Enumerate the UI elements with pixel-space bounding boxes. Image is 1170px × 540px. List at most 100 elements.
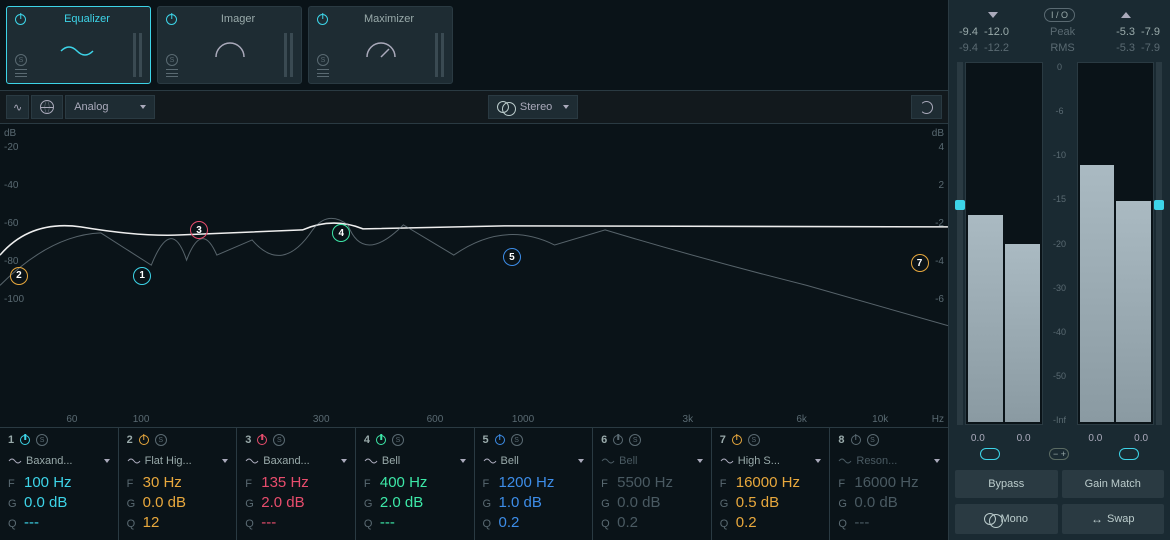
offset-icon[interactable]: − +	[1049, 448, 1069, 460]
chevron-down-icon	[563, 105, 569, 109]
power-icon[interactable]	[15, 14, 26, 25]
band-gain[interactable]: 2.0 dB	[261, 494, 304, 511]
band-gain[interactable]: 2.0 dB	[380, 494, 423, 511]
band-power-icon[interactable]	[376, 435, 386, 445]
eq-node-2[interactable]: 2	[10, 267, 28, 285]
band-freq[interactable]: 100 Hz	[24, 474, 72, 491]
band-power-icon[interactable]	[495, 435, 505, 445]
band-gain[interactable]: 0.0 dB	[854, 494, 897, 511]
freq-label: F	[838, 478, 848, 490]
band-q[interactable]: 0.2	[617, 514, 638, 531]
module-name: Equalizer	[32, 13, 142, 25]
global-mode-button[interactable]	[31, 95, 63, 119]
bypass-button[interactable]: Bypass	[955, 470, 1058, 498]
band-power-icon[interactable]	[613, 435, 623, 445]
band-type-select[interactable]: Baxand...	[8, 452, 110, 470]
band-solo-icon[interactable]: S	[511, 434, 523, 446]
band-q[interactable]: ---	[380, 514, 395, 531]
swap-icon: ↔	[1091, 512, 1103, 526]
band-7: 7SHigh S...F16000 HzG0.5 dBQ0.2	[712, 428, 831, 540]
band-type-label: Bell	[382, 455, 456, 467]
scale-tick: -50	[1047, 371, 1073, 381]
stereo-icon	[497, 101, 509, 113]
list-icon[interactable]	[317, 69, 329, 77]
band-power-icon[interactable]	[20, 435, 30, 445]
band-power-icon[interactable]	[732, 435, 742, 445]
eq-node-3[interactable]: 3	[190, 221, 208, 239]
output-meter[interactable]	[1077, 62, 1163, 425]
band-gain[interactable]: 0.0 dB	[24, 494, 67, 511]
band-solo-icon[interactable]: S	[629, 434, 641, 446]
module-tab-maximizer[interactable]: MaximizerS	[308, 6, 453, 84]
band-freq[interactable]: 30 Hz	[143, 474, 182, 491]
band-freq[interactable]: 400 Hz	[380, 474, 428, 491]
band-solo-icon[interactable]: S	[867, 434, 879, 446]
power-icon[interactable]	[317, 14, 328, 25]
module-tab-equalizer[interactable]: Equalizer S	[6, 6, 151, 84]
q-label: Q	[720, 518, 730, 530]
eq-node-7[interactable]: 7	[911, 254, 929, 272]
module-tab-imager[interactable]: ImagerS	[157, 6, 302, 84]
out-val-r[interactable]: 0.0	[1134, 433, 1148, 444]
band-q[interactable]: 12	[143, 514, 160, 531]
input-meter[interactable]	[957, 62, 1043, 425]
solo-icon[interactable]: S	[166, 54, 178, 66]
band-q[interactable]: ---	[261, 514, 276, 531]
mono-label: Mono	[1000, 513, 1028, 525]
band-solo-icon[interactable]: S	[155, 434, 167, 446]
eq-node-5[interactable]: 5	[503, 248, 521, 266]
mode-select[interactable]: Analog	[65, 95, 155, 119]
out-val-l[interactable]: 0.0	[1088, 433, 1102, 444]
band-gain[interactable]: 0.0 dB	[617, 494, 660, 511]
y-tick: -60	[4, 218, 18, 229]
band-freq[interactable]: 16000 Hz	[736, 474, 800, 491]
gain-label: G	[720, 498, 730, 510]
solo-icon[interactable]: S	[15, 54, 27, 66]
band-solo-icon[interactable]: S	[392, 434, 404, 446]
band-type-select[interactable]: Bell	[483, 452, 585, 470]
band-gain[interactable]: 0.0 dB	[143, 494, 186, 511]
in-val-l[interactable]: 0.0	[971, 433, 985, 444]
freq-tick: 1000	[512, 414, 534, 425]
y-tick: -80	[4, 256, 18, 267]
band-solo-icon[interactable]: S	[748, 434, 760, 446]
channel-select[interactable]: Stereo	[488, 95, 578, 119]
band-q[interactable]: 0.2	[736, 514, 757, 531]
reset-button[interactable]	[911, 95, 942, 119]
band-type-select[interactable]: High S...	[720, 452, 822, 470]
swap-button[interactable]: ↔Swap	[1062, 504, 1165, 534]
band-power-icon[interactable]	[257, 435, 267, 445]
band-q[interactable]: ---	[24, 514, 39, 531]
solo-icon[interactable]: S	[317, 54, 329, 66]
band-freq[interactable]: 16000 Hz	[854, 474, 918, 491]
in-val-r[interactable]: 0.0	[1017, 433, 1031, 444]
band-freq[interactable]: 1200 Hz	[499, 474, 555, 491]
band-freq[interactable]: 135 Hz	[261, 474, 309, 491]
mono-button[interactable]: Mono	[955, 504, 1058, 534]
band-freq[interactable]: 5500 Hz	[617, 474, 673, 491]
band-type-select[interactable]: Reson...	[838, 452, 940, 470]
band-gain[interactable]: 1.0 dB	[499, 494, 542, 511]
band-power-icon[interactable]	[139, 435, 149, 445]
eq-node-1[interactable]: 1	[133, 267, 151, 285]
band-q[interactable]: 0.2	[499, 514, 520, 531]
gain-match-button[interactable]: Gain Match	[1062, 470, 1165, 498]
io-badge[interactable]: I / O	[1044, 8, 1075, 22]
band-power-icon[interactable]	[851, 435, 861, 445]
band-solo-icon[interactable]: S	[36, 434, 48, 446]
power-icon[interactable]	[166, 14, 177, 25]
link-output-icon[interactable]	[1119, 448, 1139, 460]
list-icon[interactable]	[15, 69, 27, 77]
band-type-select[interactable]: Bell	[601, 452, 703, 470]
list-icon[interactable]	[166, 69, 178, 77]
band-type-select[interactable]: Flat Hig...	[127, 452, 229, 470]
eq-node-4[interactable]: 4	[332, 224, 350, 242]
band-solo-icon[interactable]: S	[273, 434, 285, 446]
band-type-select[interactable]: Baxand...	[245, 452, 347, 470]
band-q[interactable]: ---	[854, 514, 869, 531]
surgical-mode-button[interactable]: ∿	[6, 95, 29, 119]
eq-graph[interactable]: dB dB Hz -20-40-60-80-10042-2-4-66010030…	[0, 124, 948, 427]
band-gain[interactable]: 0.5 dB	[736, 494, 779, 511]
link-input-icon[interactable]	[980, 448, 1000, 460]
band-type-select[interactable]: Bell	[364, 452, 466, 470]
